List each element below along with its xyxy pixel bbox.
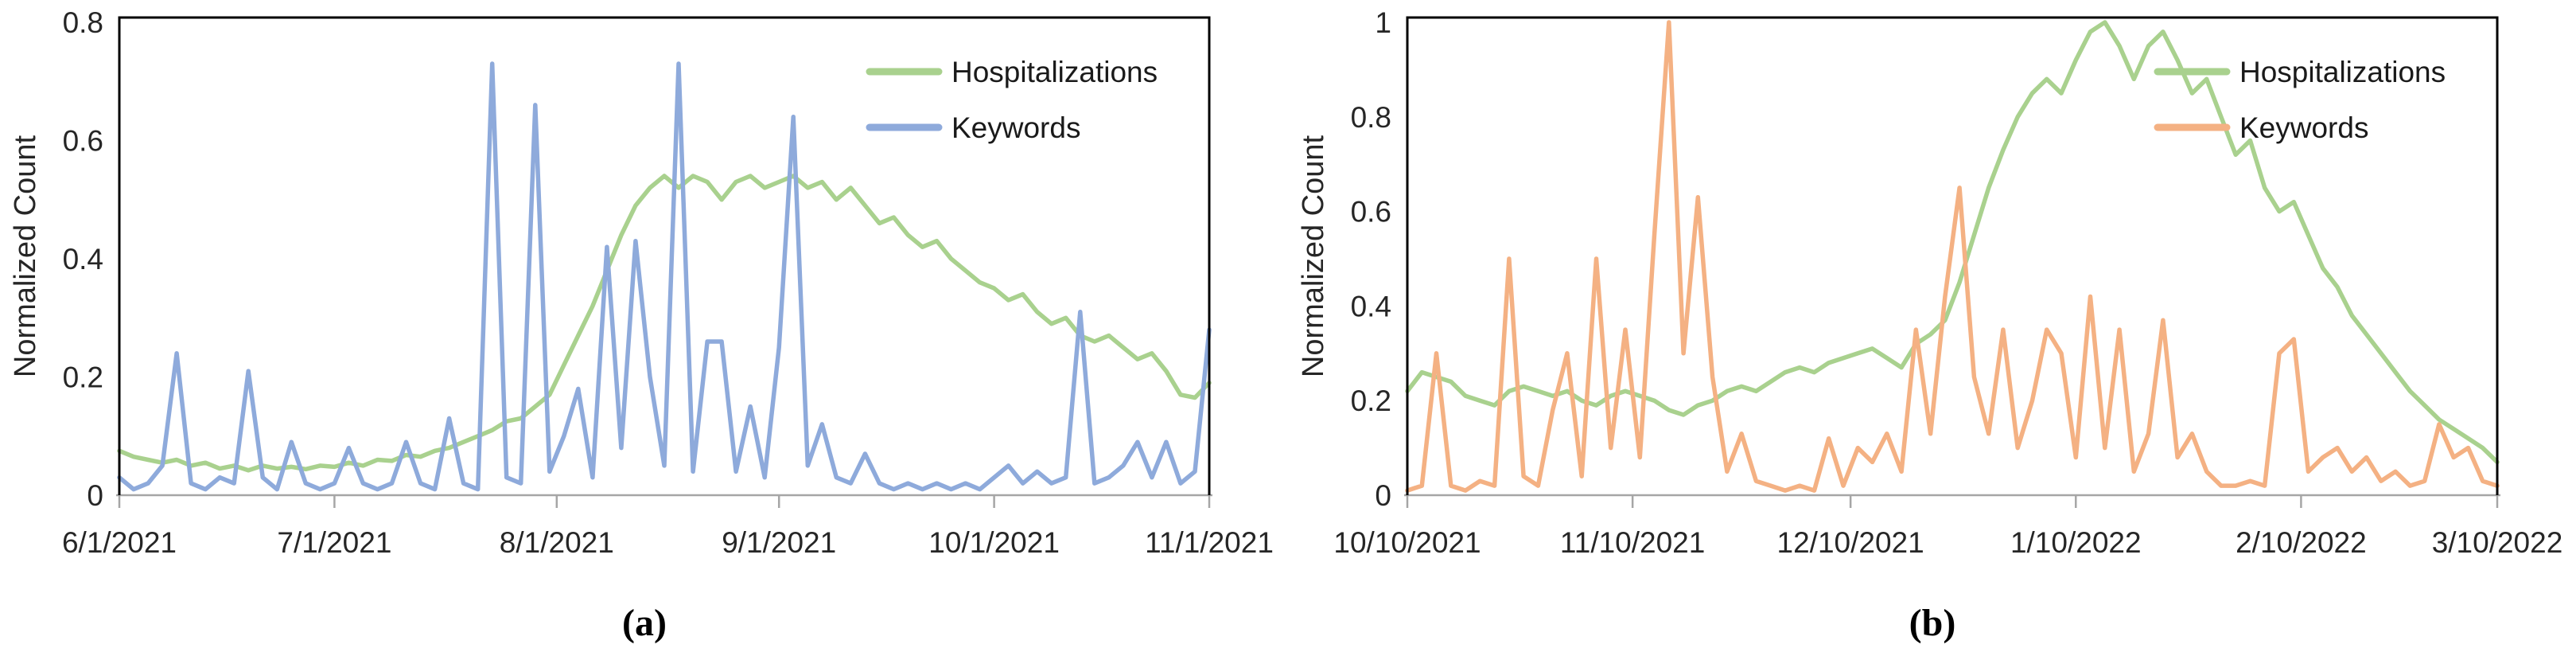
y-ticks: 0 0.2 0.4 0.6 0.8 xyxy=(63,6,103,512)
hospitalizations-line xyxy=(1405,20,2500,465)
y-axis-label: Normalized Count xyxy=(1297,135,1330,377)
y-tick-label: 0.6 xyxy=(63,125,103,158)
legend-label-hospitalizations: Hospitalizations xyxy=(2239,56,2446,88)
keywords-line xyxy=(117,61,1212,492)
legend-label-keywords: Keywords xyxy=(2239,111,2368,144)
caption-a: (a) xyxy=(622,602,667,644)
y-tick-label: 0.4 xyxy=(63,243,103,275)
x-tick-label: 9/1/2021 xyxy=(722,526,836,559)
x-tick-label: 3/10/2022 xyxy=(2432,526,2563,559)
x-ticks: 10/10/2021 11/10/2021 12/10/2021 1/10/2022 2… xyxy=(1333,495,2562,559)
legend-label-hospitalizations: Hospitalizations xyxy=(951,56,1158,88)
x-tick-label: 2/10/2022 xyxy=(2236,526,2367,559)
keywords-line xyxy=(1405,20,2500,493)
x-tick-label: 11/10/2021 xyxy=(1560,526,1705,559)
y-tick-label: 0 xyxy=(1375,479,1391,512)
panel-b: Normalized Count 0 0.2 0.4 0.6 0.8 1 10/10/20… xyxy=(1288,0,2576,660)
x-tick-label: 10/10/2021 xyxy=(1333,526,1481,559)
y-tick-label: 1 xyxy=(1375,6,1391,39)
x-tick-label: 7/1/2021 xyxy=(277,526,391,559)
y-tick-label: 0.2 xyxy=(63,361,103,394)
y-tick-label: 0.4 xyxy=(1351,290,1391,322)
legend: Hospitalizations Keywords xyxy=(866,56,1158,144)
panel-a: Normalized Count 0 0.2 0.4 0.6 0.8 6/1/2021 7… xyxy=(9,6,1274,644)
panel-b-chart: Normalized Count 0 0.2 0.4 0.6 0.8 1 10/10/20… xyxy=(1297,6,2562,644)
x-tick-label: 10/1/2021 xyxy=(928,526,1060,559)
y-tick-label: 0.6 xyxy=(1351,196,1391,228)
y-tick-label: 0.2 xyxy=(1351,385,1391,417)
legend: Hospitalizations Keywords xyxy=(2154,56,2446,144)
y-tick-label: 0.8 xyxy=(63,6,103,39)
caption-b: (b) xyxy=(1909,602,1956,644)
y-tick-label: 0 xyxy=(87,479,103,512)
plot-border xyxy=(1406,16,2499,495)
x-tick-label: 8/1/2021 xyxy=(500,526,614,559)
panel-a-chart: Normalized Count 0 0.2 0.4 0.6 0.8 6/1/2021 7… xyxy=(9,6,1274,644)
x-tick-label: 1/10/2022 xyxy=(2010,526,2142,559)
y-ticks: 0 0.2 0.4 0.6 0.8 1 xyxy=(1351,6,1391,512)
x-ticks: 6/1/2021 7/1/2021 8/1/2021 9/1/2021 10/1/202… xyxy=(62,495,1274,559)
legend-label-keywords: Keywords xyxy=(951,111,1080,144)
y-tick-label: 0.8 xyxy=(1351,101,1391,134)
x-tick-label: 12/10/2021 xyxy=(1777,526,1924,559)
plot-border xyxy=(118,16,1211,495)
x-tick-label: 11/1/2021 xyxy=(1145,526,1274,559)
x-tick-label: 6/1/2021 xyxy=(62,526,177,559)
y-axis-label: Normalized Count xyxy=(9,135,42,377)
